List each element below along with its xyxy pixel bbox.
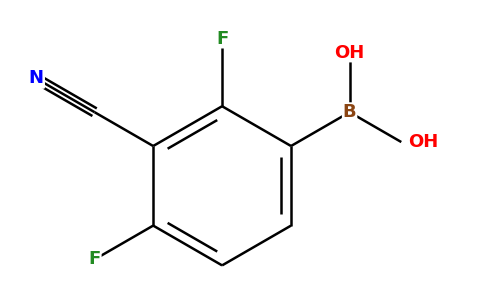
Text: N: N — [29, 69, 44, 87]
Text: F: F — [216, 30, 228, 48]
Text: B: B — [343, 103, 356, 121]
Text: F: F — [89, 250, 101, 268]
Text: OH: OH — [408, 133, 438, 151]
Text: OH: OH — [334, 44, 365, 62]
